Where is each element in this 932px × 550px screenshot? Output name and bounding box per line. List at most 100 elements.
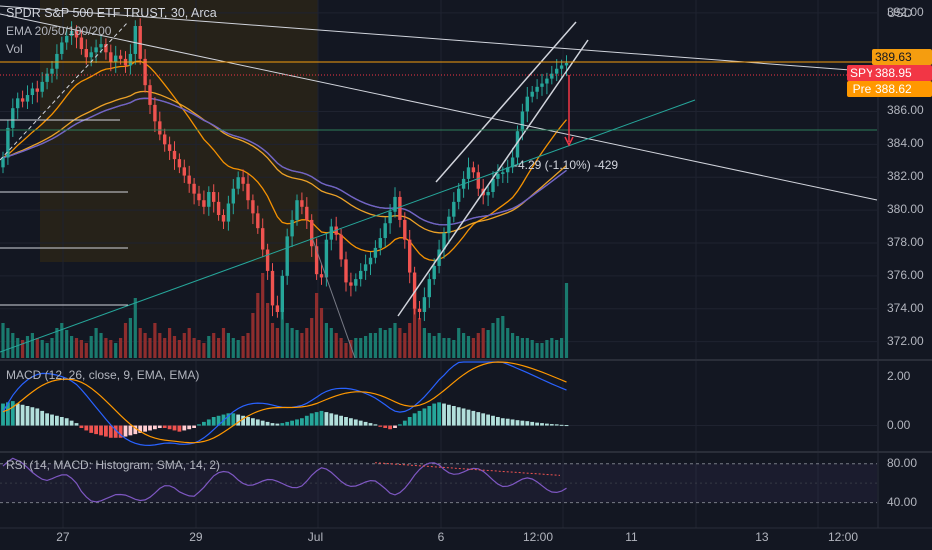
macd-histogram-bar xyxy=(270,423,275,426)
candle xyxy=(241,177,245,184)
macd-histogram-bar xyxy=(45,413,49,426)
candle xyxy=(246,183,250,201)
rsi-legend[interactable]: RSI (14, MACD: Histogram, SMA, 14, 2) xyxy=(6,458,221,472)
volume-bar xyxy=(378,328,382,358)
candle xyxy=(447,216,451,234)
macd-histogram-bar xyxy=(422,408,427,426)
symbol-title[interactable]: SPDR S&P 500 ETF TRUST, 30, Arca xyxy=(6,6,217,20)
volume-bar xyxy=(128,318,132,358)
divergence-line xyxy=(374,462,561,476)
volume-bar xyxy=(368,333,373,358)
ema-50-line xyxy=(2,90,567,234)
volume-bar xyxy=(457,328,461,358)
volume-bar xyxy=(540,343,544,358)
volume-bar xyxy=(334,333,338,358)
candle xyxy=(530,91,534,97)
high-price-badge: 389.63 xyxy=(872,49,932,65)
volume-bar xyxy=(30,333,34,358)
candle xyxy=(172,150,177,160)
candle xyxy=(510,157,515,168)
macd-histogram-bar xyxy=(236,414,241,426)
candle xyxy=(187,175,191,184)
candle xyxy=(437,249,441,266)
volume-bar xyxy=(74,338,79,358)
macd-histogram-bar xyxy=(363,421,368,426)
volume-bars xyxy=(1,273,569,358)
macd-histogram-bar xyxy=(554,424,559,426)
macd-legend[interactable]: MACD (12, 26, close, 9, EMA, EMA) xyxy=(6,368,200,382)
volume-bar xyxy=(1,323,5,358)
macd-histogram-bar xyxy=(69,420,74,426)
candle xyxy=(339,234,343,260)
volume-bar xyxy=(158,333,162,358)
volume-bar xyxy=(261,273,265,358)
volume-bar xyxy=(226,333,230,358)
volume-bar xyxy=(520,338,524,358)
macd-histogram-bar xyxy=(20,404,25,426)
candle xyxy=(256,213,260,229)
volume-bar xyxy=(187,328,191,358)
ema-legend[interactable]: EMA 20/50/100/200 xyxy=(6,24,112,38)
macd-histogram-bar xyxy=(378,425,383,427)
macd-histogram-bar xyxy=(172,425,177,431)
candle xyxy=(476,172,480,189)
volume-bar xyxy=(119,338,123,358)
candle xyxy=(442,233,446,250)
macd-histogram-bar xyxy=(402,420,407,426)
macd-histogram-bar xyxy=(373,424,378,426)
time-tick-label: 6 xyxy=(437,530,445,544)
macd-histogram-bar xyxy=(427,406,432,426)
candle xyxy=(300,200,304,207)
candle xyxy=(486,192,490,196)
volume-bar xyxy=(496,318,500,358)
price-tick-label: 384.00 xyxy=(887,136,924,151)
macd-histogram-bar xyxy=(358,420,363,426)
candle xyxy=(550,73,554,79)
volume-bar xyxy=(70,336,74,358)
candle xyxy=(74,30,79,38)
macd-histogram-bar xyxy=(466,409,471,426)
premarket-price-badge: 388.62 xyxy=(872,81,932,97)
volume-bar xyxy=(192,338,196,358)
candle xyxy=(79,37,84,50)
currency-label[interactable]: USD xyxy=(887,6,913,20)
candle xyxy=(525,96,529,112)
candle xyxy=(275,305,280,312)
volume-bar xyxy=(481,328,485,358)
last-price-badge: 388.95 xyxy=(872,65,932,81)
volume-bar xyxy=(163,338,167,358)
candle xyxy=(466,167,471,179)
candle xyxy=(177,159,182,168)
time-tick-label: 29 xyxy=(189,530,203,544)
candle xyxy=(261,228,265,250)
macd-histogram-bar xyxy=(138,425,143,433)
macd-histogram-bar xyxy=(476,412,481,426)
macd-histogram-bar xyxy=(197,424,201,426)
candle xyxy=(143,58,147,86)
volume-bar xyxy=(251,313,255,358)
candle xyxy=(564,62,569,66)
volume-bar xyxy=(45,343,49,358)
volume-bar xyxy=(168,328,172,358)
ema-lines xyxy=(2,60,568,262)
macd-histogram-bar xyxy=(157,425,162,428)
candle xyxy=(506,167,510,173)
volume-bar xyxy=(506,328,510,358)
candle xyxy=(109,52,113,63)
volume-bar xyxy=(442,338,446,358)
candle xyxy=(35,88,39,92)
volume-bar xyxy=(133,298,137,358)
macd-histogram-bar xyxy=(461,408,466,426)
volume-bar xyxy=(300,333,304,358)
volume-bar xyxy=(398,328,402,358)
macd-histogram-bar xyxy=(496,417,500,426)
volume-legend[interactable]: Vol xyxy=(6,42,23,56)
macd-histogram-bar xyxy=(510,419,515,426)
candle xyxy=(16,98,20,109)
volume-bar xyxy=(471,338,475,358)
macd-histogram-bar xyxy=(300,418,304,426)
macd-histogram-bar xyxy=(505,418,510,426)
candle xyxy=(1,157,5,168)
candle xyxy=(403,219,407,240)
